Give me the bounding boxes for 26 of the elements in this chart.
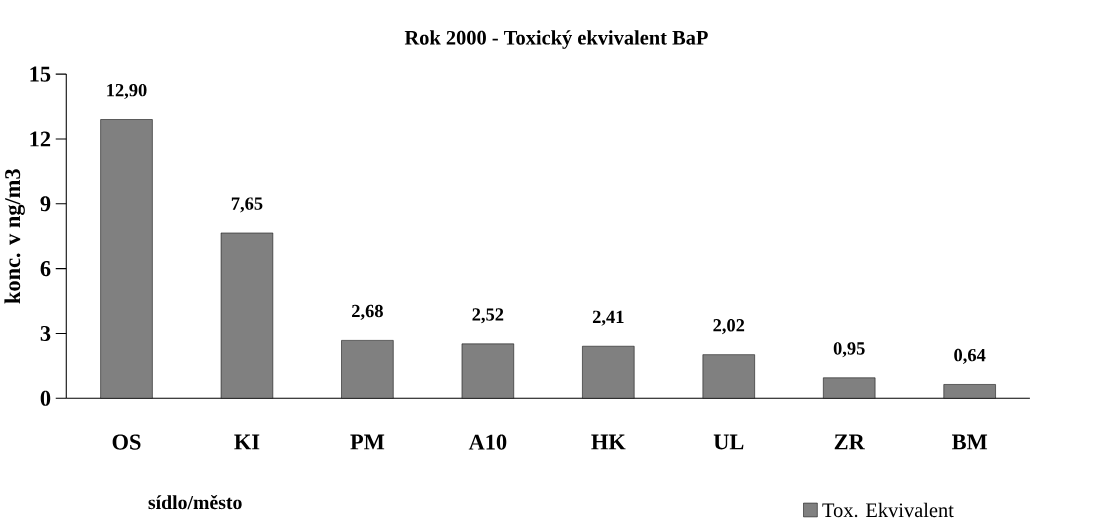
data-label: 0,95 [833, 342, 865, 358]
data-label: 2,41 [592, 310, 624, 326]
y-axis-title: konc. v ng/m3 [4, 169, 25, 304]
x-axis-title: sídlo/město [148, 495, 242, 510]
x-tick-label: A10 [468, 434, 507, 450]
x-tick-label: ZR [834, 434, 865, 450]
y-tick-label: 6 [40, 261, 51, 277]
data-label: 2,02 [713, 319, 745, 335]
data-label: 2,52 [472, 308, 504, 324]
x-tick-label: HK [591, 434, 626, 450]
y-tick-label: 3 [40, 326, 51, 342]
y-tick-label: 15 [30, 66, 51, 82]
data-label: 2,68 [352, 304, 383, 321]
x-tick-label: BM [952, 434, 988, 450]
chart-title: Rok 2000 - Toxický ekvivalent BaP [404, 30, 708, 49]
x-tick-label: UL [713, 434, 744, 450]
data-label: 0,64 [954, 348, 986, 365]
y-tick-label: 0 [40, 390, 51, 406]
legend-label: Tox. Ekvivalent [822, 502, 954, 518]
data-label: 7,65 [231, 197, 263, 213]
x-tick-label: OS [112, 434, 141, 450]
x-tick-label: PM [350, 434, 385, 450]
data-label: 12,90 [107, 84, 147, 100]
x-tick-label: KI [234, 434, 260, 450]
y-tick-label: 12 [30, 131, 51, 147]
y-tick-label: 9 [40, 196, 51, 212]
